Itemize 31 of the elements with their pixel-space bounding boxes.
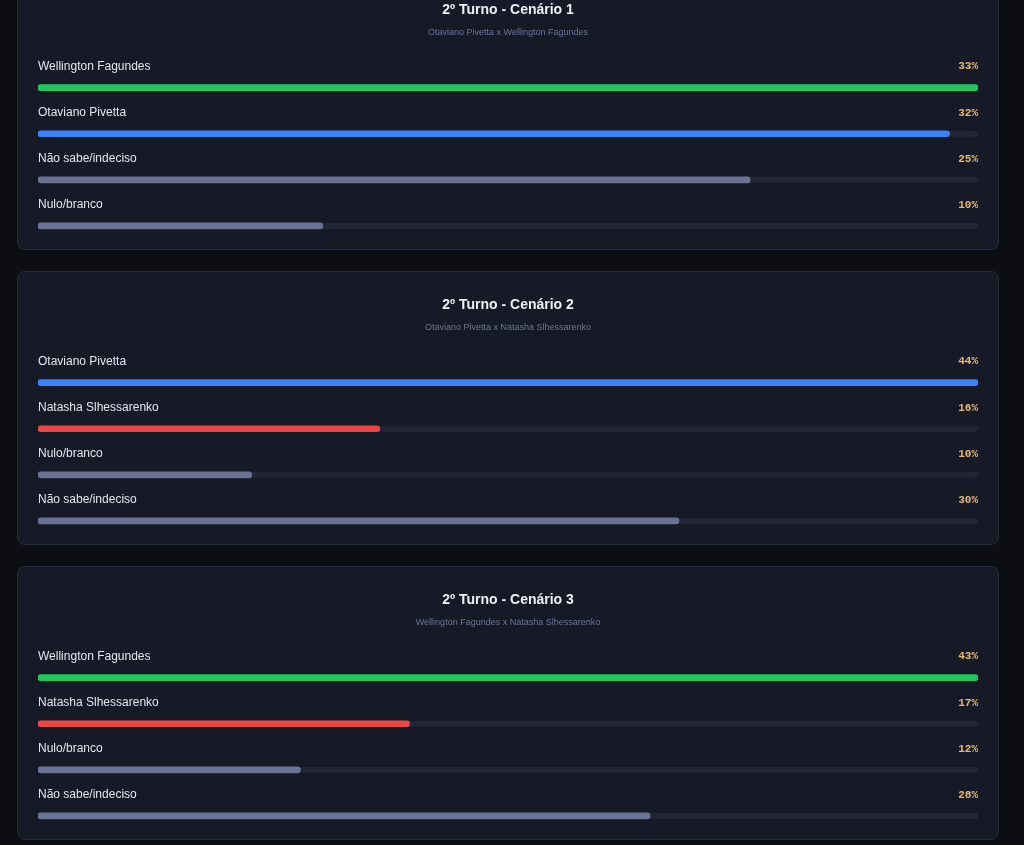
chart-title: 2º Turno - Cenário 1 <box>442 1 575 18</box>
y-tick-label: Nulo/branco <box>38 197 104 212</box>
y-tick-label: Não sabe/indeciso <box>38 151 138 166</box>
data-label: 17% <box>958 696 979 709</box>
chart-subtitle: Otaviano Pivetta x Wellington Fagundes <box>428 26 589 37</box>
data-label: 25% <box>958 152 979 165</box>
y-tick-label: Wellington Fagundes <box>38 58 151 73</box>
y-tick-label: Otaviano Pivetta <box>38 353 127 368</box>
chart-subtitle: Otaviano Pivetta x Natasha Slhessarenko <box>424 321 592 332</box>
y-tick-label: Otaviano Pivetta <box>38 105 127 120</box>
y-tick-label: Não sabe/indeciso <box>38 492 138 507</box>
data-label: 10% <box>958 447 979 460</box>
data-label: 16% <box>958 401 979 414</box>
y-tick-label: Wellington Fagundes <box>38 648 151 663</box>
data-label: 43% <box>958 650 979 663</box>
bar <box>38 471 252 479</box>
data-label: 30% <box>958 493 979 506</box>
chart-title: 2º Turno - Cenário 2 <box>442 296 575 313</box>
data-label: 33% <box>958 60 979 73</box>
data-label: 10% <box>958 198 979 211</box>
y-tick-label: Natasha Slhessarenko <box>38 695 160 710</box>
y-tick-label: Natasha Slhessarenko <box>38 400 160 415</box>
chart-title: 2º Turno - Cenário 3 <box>442 591 575 608</box>
data-label: 32% <box>958 106 979 119</box>
y-tick-label: Nulo/branco <box>38 741 104 756</box>
data-label: 12% <box>958 742 979 755</box>
y-tick-label: Nulo/branco <box>38 446 104 461</box>
data-label: 28% <box>958 788 979 801</box>
chart-subtitle: Wellington Fagundes x Natasha Slhessarenko <box>415 616 601 627</box>
data-label: 44% <box>958 355 979 368</box>
y-tick-label: Não sabe/indeciso <box>38 787 138 802</box>
